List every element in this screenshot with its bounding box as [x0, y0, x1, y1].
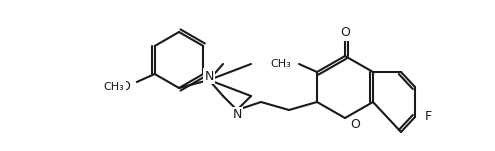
Text: CH₃: CH₃	[270, 59, 291, 69]
Text: F: F	[425, 111, 432, 124]
Text: O: O	[120, 80, 130, 93]
Text: O: O	[350, 119, 360, 132]
Text: N: N	[232, 109, 242, 122]
Text: CH₃: CH₃	[104, 82, 125, 92]
Text: O: O	[340, 26, 350, 40]
Text: N: N	[204, 69, 214, 82]
